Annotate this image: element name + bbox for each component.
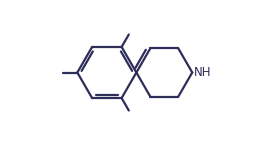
Text: NH: NH [194,66,212,79]
